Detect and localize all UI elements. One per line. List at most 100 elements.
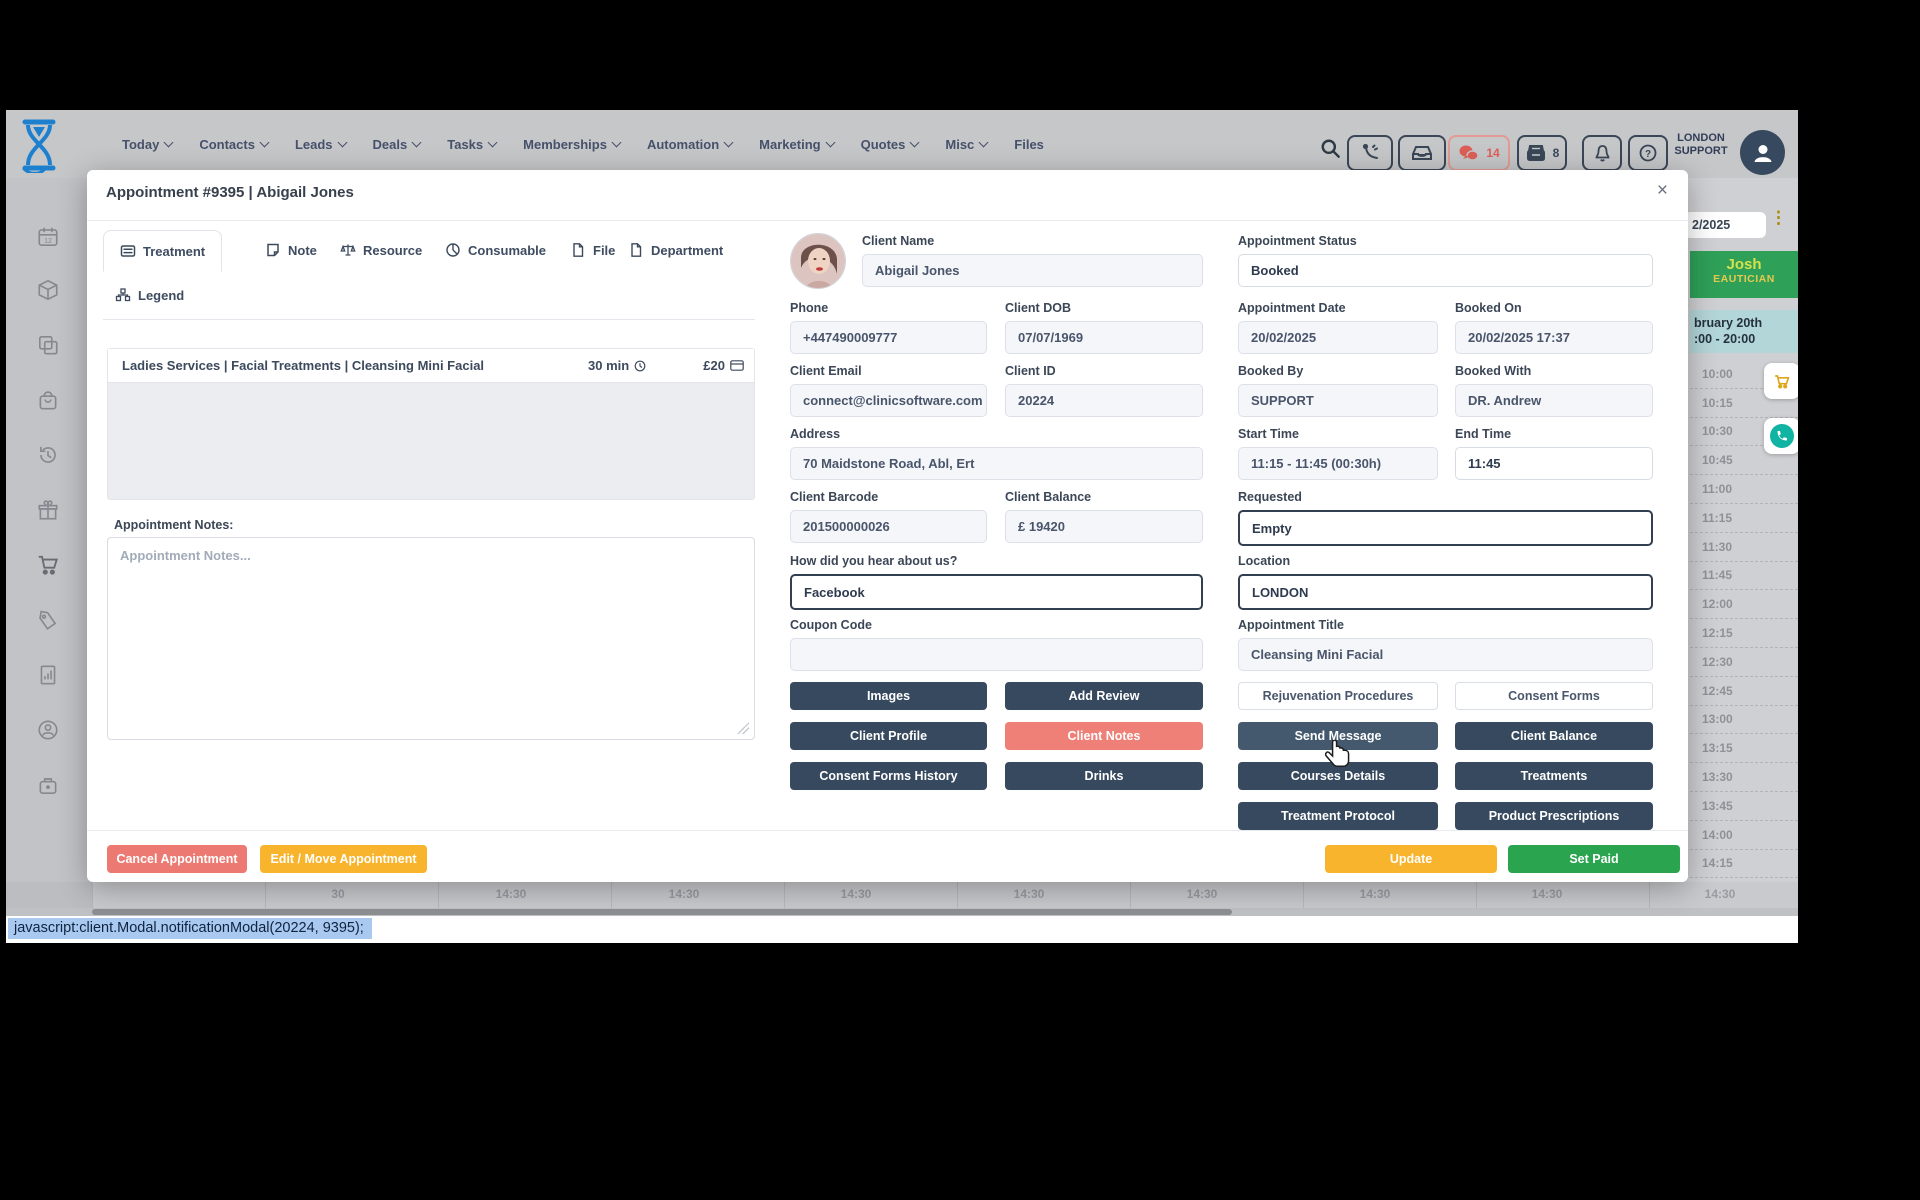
consent-forms-button[interactable]: Consent Forms (1455, 682, 1653, 710)
time-slot: 10:00 (1690, 360, 1798, 389)
client-dob-input[interactable]: 07/07/1969 (1005, 321, 1203, 354)
hear-about-select[interactable]: Facebook (790, 574, 1203, 610)
pos-button[interactable]: 8 (1517, 135, 1567, 171)
nav-tasks[interactable]: Tasks (447, 137, 498, 152)
booked-by-input[interactable]: SUPPORT (1238, 384, 1438, 417)
app-window: Today Contacts Leads Deals Tasks Members… (6, 110, 1798, 943)
layers-icon[interactable] (36, 333, 62, 359)
client-name-input[interactable]: Abigail Jones (862, 254, 1203, 287)
nav-today[interactable]: Today (122, 137, 174, 152)
account-lock-icon[interactable] (36, 718, 62, 744)
chevron-down-icon (825, 137, 836, 148)
drinks-button[interactable]: Drinks (1005, 762, 1203, 790)
slot-label: 14:30 (840, 887, 872, 901)
coupon-code-input[interactable] (790, 638, 1203, 671)
calendar-icon[interactable]: 12 (36, 225, 62, 251)
nav-deals[interactable]: Deals (373, 137, 422, 152)
app-logo-hourglass-icon[interactable] (16, 117, 62, 173)
tab-resource[interactable]: Resource (340, 242, 422, 258)
search-icon[interactable] (1320, 138, 1342, 160)
nav-files[interactable]: Files (1014, 136, 1044, 152)
nav-automation[interactable]: Automation (647, 137, 734, 152)
scrollbar-thumb[interactable] (92, 909, 1232, 915)
gift-icon[interactable] (36, 498, 62, 524)
chevron-down-icon (909, 137, 920, 148)
client-notes-button[interactable]: Client Notes (1005, 722, 1203, 750)
resize-handle[interactable] (737, 722, 749, 734)
staff-column-header[interactable]: Josh EAUTICIAN (1690, 251, 1798, 298)
calendar-date-input[interactable]: 2/2025 (1684, 212, 1766, 238)
package-icon[interactable] (36, 278, 62, 304)
help-button[interactable]: ? (1628, 135, 1668, 171)
nav-quotes[interactable]: Quotes (861, 137, 920, 152)
notifications-button[interactable] (1582, 135, 1622, 171)
appointment-title-input[interactable]: Cleansing Mini Facial (1238, 638, 1653, 671)
appointment-date-input[interactable]: 20/02/2025 (1238, 321, 1438, 354)
quick-call-button[interactable] (1764, 418, 1798, 454)
update-button[interactable]: Update (1325, 845, 1497, 873)
tab-file[interactable]: File (570, 242, 615, 258)
address-input[interactable]: 70 Maidstone Road, Abl, Ert (790, 447, 1203, 480)
booked-on-input[interactable]: 20/02/2025 17:37 (1455, 321, 1653, 354)
field-client-name: Client Name Abigail Jones (862, 234, 1203, 287)
client-id-input[interactable]: 20224 (1005, 384, 1203, 417)
time-slot: 11:15 (1690, 504, 1798, 533)
client-email-input[interactable]: connect@clinicsoftware.com (790, 384, 987, 417)
courses-details-button[interactable]: Courses Details (1238, 762, 1438, 790)
client-balance-button[interactable]: Client Balance (1455, 722, 1653, 750)
images-button[interactable]: Images (790, 682, 987, 710)
consent-forms-history-button[interactable]: Consent Forms History (790, 762, 987, 790)
treatment-protocol-button[interactable]: Treatment Protocol (1238, 802, 1438, 830)
appointment-notes-textarea[interactable] (107, 537, 755, 740)
end-time-input[interactable]: 11:45 (1455, 447, 1653, 480)
cancel-appointment-button[interactable]: Cancel Appointment (107, 845, 247, 873)
chat-messages-button[interactable]: 14 (1448, 135, 1510, 171)
location-select[interactable]: LONDON (1238, 574, 1653, 610)
rejuvenation-procedures-button[interactable]: Rejuvenation Procedures (1238, 682, 1438, 710)
treatment-row[interactable]: Ladies Services | Facial Treatments | Cl… (108, 349, 754, 383)
nav-misc[interactable]: Misc (945, 137, 989, 152)
tab-treatment[interactable]: Treatment (103, 230, 223, 272)
quick-sale-button[interactable] (1764, 363, 1798, 399)
kebab-menu-icon[interactable]: ⋮ (1770, 208, 1787, 227)
requested-select[interactable]: Empty (1238, 510, 1653, 546)
briefcase-icon[interactable] (36, 773, 62, 799)
time-slot: 10:30 (1690, 418, 1798, 447)
history-icon[interactable] (36, 443, 62, 469)
current-user-label[interactable]: LONDON SUPPORT (1674, 132, 1728, 157)
horizontal-scrollbar[interactable] (6, 908, 1798, 916)
client-balance-input[interactable]: £ 19420 (1005, 510, 1203, 543)
report-icon[interactable] (36, 663, 62, 689)
start-time-input[interactable]: 11:15 - 11:45 (00:30h) (1238, 447, 1438, 480)
time-slot: 12:15 (1690, 619, 1798, 648)
user-avatar[interactable] (1740, 130, 1785, 175)
phone-input[interactable]: +447490009777 (790, 321, 987, 354)
nav-contacts[interactable]: Contacts (199, 137, 270, 152)
set-paid-button[interactable]: Set Paid (1508, 845, 1680, 873)
shopping-bag-icon[interactable] (36, 388, 62, 414)
client-barcode-input[interactable]: 201500000026 (790, 510, 987, 543)
field-appointment-title: Appointment Title Cleansing Mini Facial (1238, 618, 1653, 671)
treatments-button[interactable]: Treatments (1455, 762, 1653, 790)
phone-calls-button[interactable] (1347, 135, 1393, 171)
modal-title: Appointment #9395 | Abigail Jones (106, 184, 354, 201)
cart-icon[interactable] (36, 553, 62, 579)
nav-memberships[interactable]: Memberships (523, 137, 622, 152)
nav-leads[interactable]: Leads (295, 137, 347, 152)
client-profile-button[interactable]: Client Profile (790, 722, 987, 750)
tags-icon[interactable] (36, 608, 62, 634)
tab-note[interactable]: Note (265, 242, 317, 258)
tab-department[interactable]: Department (628, 242, 723, 258)
booked-with-input[interactable]: DR. Andrew (1455, 384, 1653, 417)
edit-move-appointment-button[interactable]: Edit / Move Appointment (260, 845, 427, 873)
tab-consumable[interactable]: Consumable (445, 242, 546, 258)
nav-marketing[interactable]: Marketing (759, 137, 836, 152)
close-icon[interactable]: × (1656, 180, 1668, 201)
send-message-button[interactable]: Send Message (1238, 722, 1438, 750)
product-prescriptions-button[interactable]: Product Prescriptions (1455, 802, 1653, 830)
add-review-button[interactable]: Add Review (1005, 682, 1203, 710)
appointment-status-select[interactable]: Booked (1238, 254, 1653, 287)
inbox-button[interactable] (1398, 135, 1446, 171)
tab-legend[interactable]: Legend (115, 287, 184, 303)
svg-text:?: ? (1645, 149, 1651, 160)
